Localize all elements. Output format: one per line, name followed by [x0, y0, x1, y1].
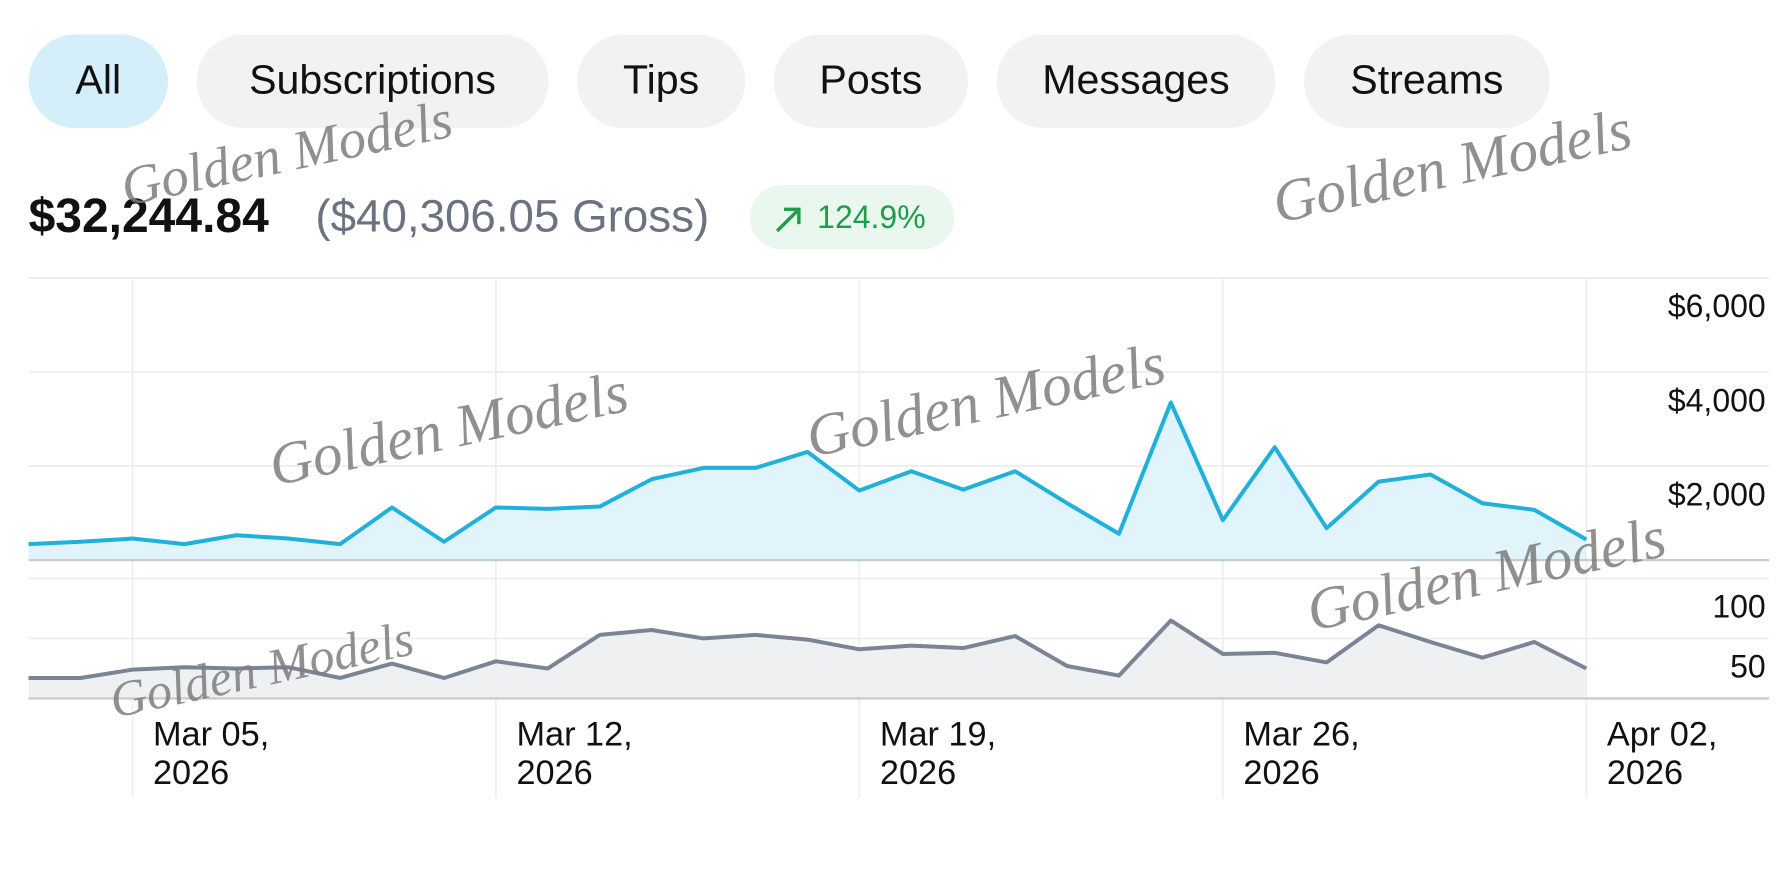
x-tick-label: Mar 19, 2026 [879, 715, 997, 793]
tab[interactable]: Subscriptions [196, 34, 549, 129]
tab[interactable]: Posts [773, 34, 968, 129]
tab[interactable]: All [28, 34, 169, 129]
x-tick-label-box: Mar 26, 2026 [1243, 715, 1360, 793]
y-tick-label: $6,000 [1668, 288, 1766, 324]
y-tick-label: 100 [1712, 589, 1765, 625]
up-arrow-icon [775, 207, 801, 233]
x-tick-label: Apr 02, 2026 [1606, 715, 1718, 793]
area-fill [28, 620, 1587, 699]
gross-total: ($40,306.05 Gross) [315, 191, 709, 242]
watermark: Golden Models [263, 358, 633, 498]
x-tick-label-box: Mar 19, 2026 [879, 715, 997, 793]
y-tick-label: $2,000 [1668, 476, 1766, 512]
area-fill [28, 402, 1587, 561]
tab-pill [773, 34, 968, 129]
y-tick-label: $4,000 [1668, 382, 1766, 418]
x-tick-label: Mar 26, 2026 [1243, 715, 1360, 793]
charts: Mar 05, 2026 Mar 12, 2026 Mar 19, 2026 Mar … [28, 277, 1770, 798]
tab-bar: All Subscriptions Tips Posts Messages Streams [28, 34, 1550, 129]
tab-label: Posts [819, 56, 922, 102]
tab-pill [196, 34, 549, 129]
x-tick-label-box: Apr 02, 2026 [1606, 715, 1718, 793]
x-tick-label: Mar 05, 2026 [152, 715, 270, 793]
tab[interactable]: Messages [996, 34, 1276, 129]
tab-label: Streams [1350, 56, 1503, 102]
tab-label: Tips [623, 56, 699, 102]
tab-label: Messages [1042, 56, 1229, 102]
tab-pill [996, 34, 1276, 129]
change-percent: 124.9% [817, 199, 926, 235]
x-tick-label-box: Mar 12, 2026 [516, 715, 633, 793]
series-line [28, 400, 1588, 547]
y-tick-label: 50 [1730, 649, 1766, 685]
change-badge [749, 185, 955, 250]
net-total: $32,244.84 [29, 190, 270, 243]
tab-label: All [75, 56, 121, 102]
watermark: Golden Models [800, 330, 1170, 470]
tab-label: Subscriptions [249, 56, 496, 102]
x-tick-label: Mar 12, 2026 [516, 715, 633, 793]
tab-pill [28, 34, 169, 129]
tab-pill [1304, 34, 1550, 129]
x-tick-label-box: Mar 05, 2026 [152, 715, 270, 793]
tab[interactable]: Streams [1304, 34, 1550, 129]
tab[interactable]: Tips [577, 34, 746, 129]
watermark: Golden Models [105, 610, 418, 729]
tab-pill [577, 34, 746, 129]
series-line [28, 618, 1588, 680]
